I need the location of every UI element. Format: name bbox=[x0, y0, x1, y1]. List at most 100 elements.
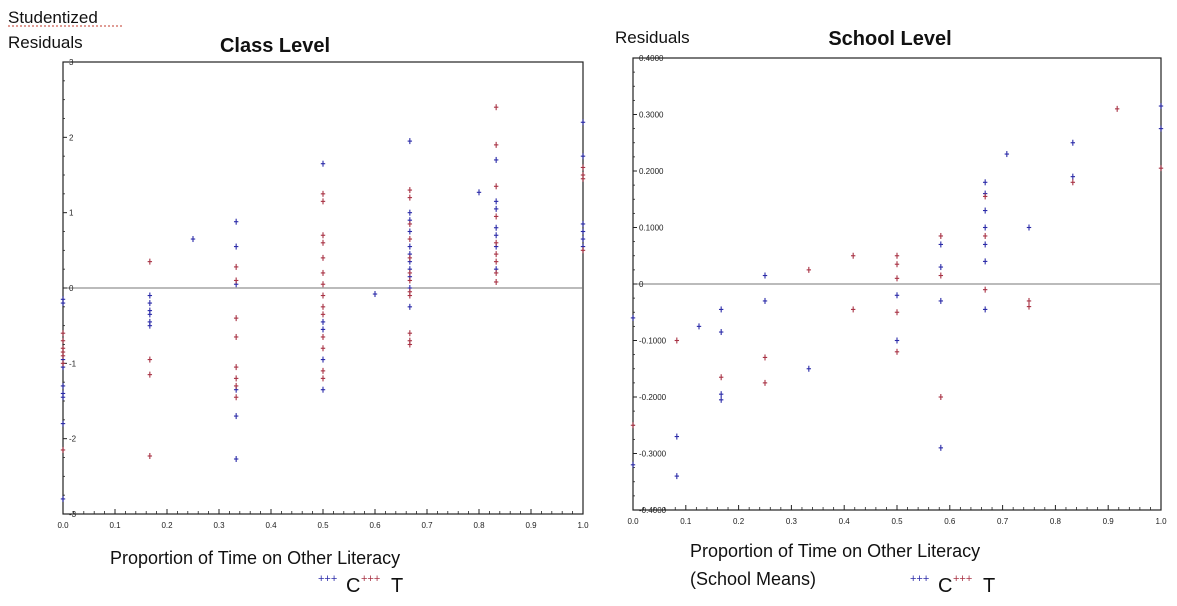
school-y-tick-label: -0.2000 bbox=[639, 393, 667, 402]
class-point-c bbox=[493, 224, 499, 231]
school-y-tick-label: -0.1000 bbox=[639, 337, 667, 346]
class-x-tick-label: 0.9 bbox=[525, 521, 537, 530]
school-point-c bbox=[806, 365, 812, 372]
class-point-t bbox=[147, 452, 153, 459]
class-point-t bbox=[493, 258, 499, 265]
school-point-c bbox=[938, 264, 944, 271]
class-point-t bbox=[233, 394, 239, 401]
class-point-t bbox=[407, 220, 413, 227]
school-scatter-points bbox=[630, 103, 1164, 480]
school-ylabel: Residuals bbox=[615, 28, 690, 47]
class-point-t bbox=[493, 239, 499, 246]
class-point-t bbox=[233, 375, 239, 382]
class-y-tick-label: -1 bbox=[69, 359, 77, 368]
class-point-t bbox=[233, 382, 239, 389]
school-xlabel-line2: (School Means) bbox=[690, 569, 816, 589]
class-point-c bbox=[233, 218, 239, 225]
school-legend-c-marker: +++ bbox=[910, 573, 929, 585]
school-point-c bbox=[718, 306, 724, 313]
class-legend-t-label: T bbox=[391, 575, 403, 597]
school-x-tick-label: 0.4 bbox=[839, 517, 851, 526]
school-point-c bbox=[1158, 125, 1164, 132]
school-point-c bbox=[1004, 151, 1010, 158]
school-point-c bbox=[718, 396, 724, 403]
class-point-t bbox=[493, 278, 499, 285]
class-xlabel: Proportion of Time on Other Literacy bbox=[110, 548, 400, 568]
class-point-c bbox=[407, 243, 413, 250]
class-point-t bbox=[320, 345, 326, 352]
class-point-t bbox=[320, 239, 326, 246]
school-point-t bbox=[894, 261, 900, 268]
class-point-t bbox=[233, 263, 239, 270]
school-point-t bbox=[850, 306, 856, 313]
class-point-t bbox=[320, 254, 326, 261]
school-x-tick-label: 0.2 bbox=[733, 517, 745, 526]
school-x-tick-label: 0.5 bbox=[891, 517, 903, 526]
school-point-c bbox=[718, 329, 724, 336]
class-y-tick-label: 2 bbox=[69, 133, 74, 142]
class-point-t bbox=[320, 333, 326, 340]
class-point-t bbox=[147, 371, 153, 378]
class-level-panel: Studentized Residuals Class Level -3 -2 -1… bbox=[8, 8, 589, 597]
class-point-c bbox=[320, 356, 326, 363]
school-point-c bbox=[938, 297, 944, 304]
school-legend-c-label: C bbox=[938, 575, 952, 597]
class-point-c bbox=[60, 420, 66, 427]
class-point-c bbox=[60, 394, 66, 401]
class-point-c bbox=[233, 456, 239, 463]
class-point-t bbox=[60, 337, 66, 344]
school-point-c bbox=[982, 224, 988, 231]
class-point-c bbox=[407, 303, 413, 310]
class-point-t bbox=[580, 164, 586, 171]
school-point-c bbox=[894, 292, 900, 299]
class-x-tick-label: 0.3 bbox=[213, 521, 225, 530]
school-point-c bbox=[1158, 103, 1164, 110]
school-point-c bbox=[674, 433, 680, 440]
class-point-c bbox=[493, 205, 499, 212]
school-xlabel-line1: Proportion of Time on Other Literacy bbox=[690, 541, 980, 561]
class-x-axis: 0.0 0.1 0.2 0.3 0.4 0.5 0.6 0.7 0.8 0.9 1.0 bbox=[57, 509, 589, 530]
class-point-t bbox=[60, 352, 66, 359]
class-y-tick-label: -3 bbox=[69, 510, 77, 519]
class-point-c bbox=[190, 236, 196, 243]
class-scatter-points bbox=[60, 104, 586, 502]
class-y-tick-label: 1 bbox=[69, 209, 74, 218]
class-point-t bbox=[320, 281, 326, 288]
school-x-tick-label: 0.1 bbox=[680, 517, 692, 526]
school-point-c bbox=[938, 241, 944, 248]
school-point-t bbox=[1158, 165, 1164, 172]
class-point-t bbox=[233, 315, 239, 322]
class-point-t bbox=[493, 213, 499, 220]
class-ylabel-line2: Residuals bbox=[8, 33, 83, 52]
class-point-c bbox=[476, 189, 482, 196]
school-point-c bbox=[982, 207, 988, 214]
class-y-axis: -3 -2 -1 0 1 2 3 bbox=[63, 58, 77, 519]
school-point-t bbox=[938, 232, 944, 239]
school-point-t bbox=[630, 422, 636, 429]
school-point-c bbox=[762, 272, 768, 279]
class-point-c bbox=[147, 311, 153, 318]
class-point-t bbox=[320, 375, 326, 382]
class-point-t bbox=[320, 311, 326, 318]
school-point-t bbox=[938, 272, 944, 279]
class-x-tick-label: 0.1 bbox=[109, 521, 121, 530]
class-point-t bbox=[580, 175, 586, 182]
school-point-t bbox=[1114, 105, 1120, 112]
class-point-c bbox=[493, 198, 499, 205]
school-point-t bbox=[894, 348, 900, 355]
class-point-c bbox=[320, 160, 326, 167]
class-point-t bbox=[407, 254, 413, 261]
class-point-c bbox=[60, 382, 66, 389]
school-x-tick-label: 0.9 bbox=[1103, 517, 1115, 526]
school-y-tick-label: -0.4000 bbox=[639, 506, 667, 515]
school-point-c bbox=[982, 258, 988, 265]
class-point-t bbox=[493, 183, 499, 190]
class-point-c bbox=[320, 326, 326, 333]
school-point-c bbox=[982, 241, 988, 248]
class-point-t bbox=[493, 104, 499, 111]
school-level-title: School Level bbox=[828, 28, 951, 50]
class-point-t bbox=[407, 187, 413, 194]
class-legend-c-label: C bbox=[346, 575, 360, 597]
class-point-t bbox=[580, 247, 586, 254]
class-point-c bbox=[580, 220, 586, 227]
